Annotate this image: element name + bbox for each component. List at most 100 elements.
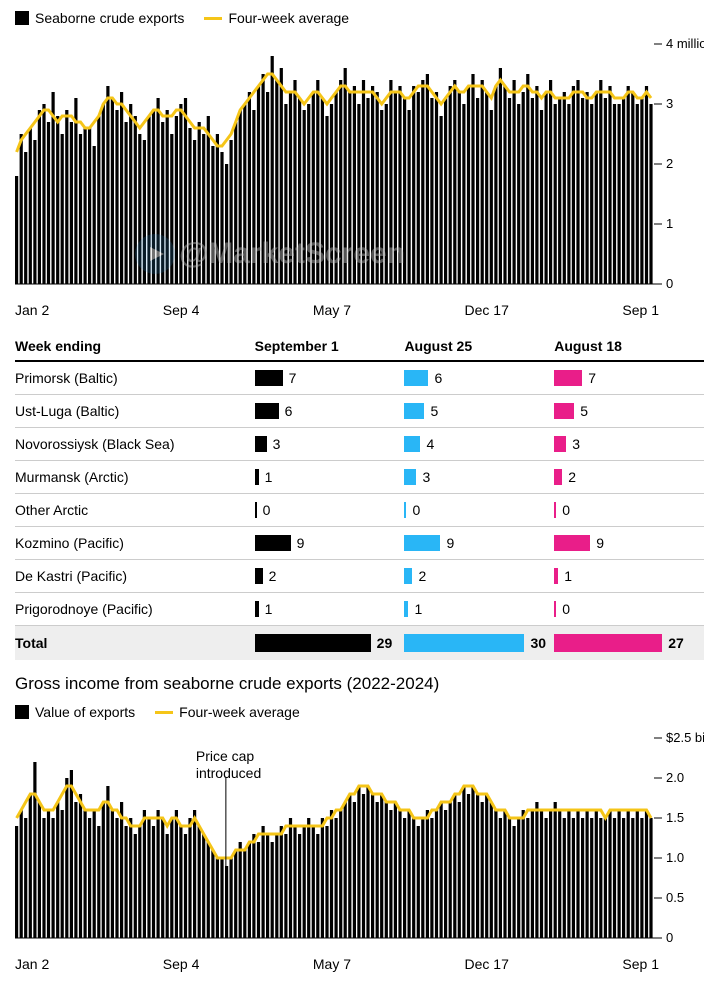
legend-bar-label: Seaborne crude exports [35,10,184,26]
cell-value: 9 [297,535,305,551]
port-name: Ust-Luga (Baltic) [15,403,255,419]
table-cell: 2 [404,568,554,584]
table-cell: 7 [255,370,405,386]
xtick-label: Sep 4 [163,302,200,318]
table-cell: 0 [554,601,704,617]
legend-line-label: Four-week average [228,10,349,26]
table-header: Week ending September 1 August 25 August… [15,338,704,362]
legend-line-label: Four-week average [179,704,300,720]
cell-value: 0 [412,502,420,518]
table-cell: 2 [255,568,405,584]
xtick-label: Dec 17 [465,302,509,318]
svg-text:$2.5 billion: $2.5 billion [666,730,704,745]
legend-bar-label: Value of exports [35,704,135,720]
table-row: Murmansk (Arctic) 1 3 2 [15,461,704,494]
table-row: Novorossiysk (Black Sea) 3 4 3 [15,428,704,461]
chart1: 4 million barrels a day3210 @MarketScree… [15,34,704,294]
table-cell: 9 [255,535,405,551]
xtick-label: Jan 2 [15,956,49,972]
table-cell: 27 [554,634,704,652]
table-row-total: Total 29 30 27 [15,626,704,660]
table-cell: 0 [404,502,554,518]
cell-value: 0 [263,502,271,518]
col-header-0: September 1 [255,338,405,354]
table-cell: 9 [404,535,554,551]
cell-value: 9 [596,535,604,551]
xtick-label: Sep 4 [163,956,200,972]
table-cell: 9 [554,535,704,551]
chart1-xaxis: Jan 2 Sep 4 May 7 Dec 17 Sep 1 [15,300,704,320]
port-name: Kozmino (Pacific) [15,535,255,551]
cell-value: 5 [430,403,438,419]
svg-text:2: 2 [666,156,673,171]
svg-text:1.5: 1.5 [666,810,684,825]
chart2: $2.5 billion2.01.51.00.50 Price cap intr… [15,728,704,948]
xtick-label: Dec 17 [465,956,509,972]
cell-value: 2 [568,469,576,485]
table-row: Kozmino (Pacific) 9 9 9 [15,527,704,560]
table-cell: 3 [404,469,554,485]
col-header-name: Week ending [15,338,255,354]
table-cell: 29 [255,634,405,652]
xtick-label: Sep 1 [622,956,659,972]
cell-value: 5 [580,403,588,419]
table-cell: 5 [554,403,704,419]
cell-value: 1 [265,601,273,617]
cell-value: 3 [422,469,430,485]
port-name: Novorossiysk (Black Sea) [15,436,255,452]
chart2-legend: Value of exports Four-week average [15,704,704,720]
svg-text:0: 0 [666,930,673,945]
cell-value: 1 [564,568,572,584]
cell-value: 7 [289,370,297,386]
cell-value: 3 [572,436,580,452]
col-header-1: August 25 [404,338,554,354]
table-cell: 2 [554,469,704,485]
table-cell: 1 [255,601,405,617]
svg-text:4 million barrels a day: 4 million barrels a day [666,36,704,51]
svg-text:3: 3 [666,96,673,111]
table-cell: 1 [554,568,704,584]
cell-value: 7 [588,370,596,386]
bar-swatch-icon [15,11,29,25]
table-cell: 6 [255,403,405,419]
chart2-xaxis: Jan 2 Sep 4 May 7 Dec 17 Sep 1 [15,954,704,974]
xtick-label: May 7 [313,956,351,972]
port-name: De Kastri (Pacific) [15,568,255,584]
legend-item-line: Four-week average [155,704,300,720]
section2-title: Gross income from seaborne crude exports… [15,674,704,694]
cell-value: 1 [265,469,273,485]
table-cell: 1 [404,601,554,617]
table-cell: 6 [404,370,554,386]
col-header-2: August 18 [554,338,704,354]
port-name: Primorsk (Baltic) [15,370,255,386]
svg-text:0: 0 [666,276,673,291]
svg-text:1: 1 [666,216,673,231]
cell-value: 6 [285,403,293,419]
table-cell: 5 [404,403,554,419]
cell-value: 2 [269,568,277,584]
cell-value: 2 [418,568,426,584]
svg-text:1.0: 1.0 [666,850,684,865]
table-row: Primorsk (Baltic) 7 6 7 [15,362,704,395]
cell-value: 3 [273,436,281,452]
svg-text:0.5: 0.5 [666,890,684,905]
xtick-label: Jan 2 [15,302,49,318]
table-cell: 4 [404,436,554,452]
table-cell: 3 [554,436,704,452]
table-cell: 3 [255,436,405,452]
table-cell: 7 [554,370,704,386]
cell-value: 30 [530,635,546,651]
chart1-legend: Seaborne crude exports Four-week average [15,10,704,26]
xtick-label: Sep 1 [622,302,659,318]
cell-value: 9 [446,535,454,551]
cell-value: 1 [414,601,422,617]
port-name: Murmansk (Arctic) [15,469,255,485]
xtick-label: May 7 [313,302,351,318]
cell-value: 29 [377,635,393,651]
cell-value: 27 [668,635,684,651]
table-row: Other Arctic000 [15,494,704,527]
total-label: Total [15,635,255,651]
line-swatch-icon [204,17,222,20]
table-cell: 1 [255,469,405,485]
legend-item-line: Four-week average [204,10,349,26]
